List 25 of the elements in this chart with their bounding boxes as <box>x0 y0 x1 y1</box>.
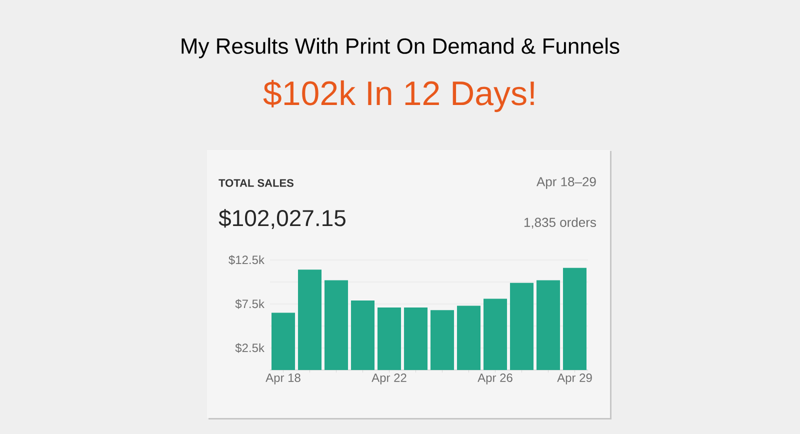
text: 1,835 orders <box>524 217 596 229</box>
y-tick-label: $12.5k <box>228 255 264 265</box>
text: $102,027.15 <box>218 209 346 229</box>
x-tick-label: Apr 22 <box>372 374 406 384</box>
bar <box>272 312 296 370</box>
x-tick-label: Apr 29 <box>557 374 592 384</box>
bar <box>351 300 375 370</box>
y-tick-label: $7.5k <box>235 299 264 309</box>
y-tick-label: $2.5k <box>235 343 264 353</box>
x-tick-label: Apr 18 <box>266 374 300 384</box>
bar <box>563 268 587 370</box>
text: Apr 18–29 <box>536 177 596 189</box>
bar <box>484 298 508 370</box>
bar <box>298 270 322 370</box>
bar <box>510 282 534 370</box>
bar <box>457 306 481 370</box>
text: TOTAL SALES <box>218 179 294 187</box>
bar <box>404 308 428 370</box>
bar <box>536 280 560 370</box>
x-tick-label: Apr 26 <box>478 374 512 384</box>
chart-subtitle: $102k In 12 Days! <box>263 80 534 112</box>
bar <box>430 310 454 370</box>
bar <box>324 280 348 370</box>
chart-title: My Results With Print On Demand & Funnels <box>182 38 620 58</box>
bar <box>378 308 402 370</box>
